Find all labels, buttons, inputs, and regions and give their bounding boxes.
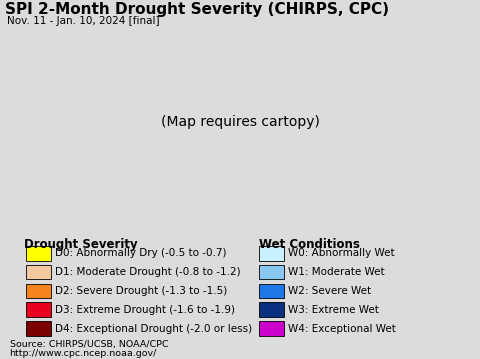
- Text: Nov. 11 - Jan. 10, 2024 [final]: Nov. 11 - Jan. 10, 2024 [final]: [7, 16, 160, 26]
- Text: W0: Abnormally Wet: W0: Abnormally Wet: [288, 248, 395, 258]
- Text: Drought Severity: Drought Severity: [24, 238, 138, 251]
- Text: W2: Severe Wet: W2: Severe Wet: [288, 286, 371, 296]
- Text: D0: Abnormally Dry (-0.5 to -0.7): D0: Abnormally Dry (-0.5 to -0.7): [55, 248, 227, 258]
- Bar: [26, 246, 51, 261]
- Text: W1: Moderate Wet: W1: Moderate Wet: [288, 267, 384, 277]
- Bar: [26, 265, 51, 279]
- Text: W4: Exceptional Wet: W4: Exceptional Wet: [288, 324, 396, 334]
- Bar: [26, 284, 51, 298]
- Bar: [26, 321, 51, 336]
- Bar: [259, 303, 284, 317]
- Text: D2: Severe Drought (-1.3 to -1.5): D2: Severe Drought (-1.3 to -1.5): [55, 286, 228, 296]
- Text: SPI 2-Month Drought Severity (CHIRPS, CPC): SPI 2-Month Drought Severity (CHIRPS, CP…: [5, 2, 389, 17]
- Text: Wet Conditions: Wet Conditions: [259, 238, 360, 251]
- Text: Source: CHIRPS/UCSB, NOAA/CPC: Source: CHIRPS/UCSB, NOAA/CPC: [10, 340, 168, 349]
- Text: http://www.cpc.ncep.noaa.gov/: http://www.cpc.ncep.noaa.gov/: [10, 349, 157, 358]
- Text: D4: Exceptional Drought (-2.0 or less): D4: Exceptional Drought (-2.0 or less): [55, 324, 252, 334]
- Text: W3: Extreme Wet: W3: Extreme Wet: [288, 305, 379, 315]
- Bar: [259, 246, 284, 261]
- Bar: [259, 321, 284, 336]
- Bar: [259, 284, 284, 298]
- Bar: [259, 265, 284, 279]
- Bar: [26, 303, 51, 317]
- Text: D1: Moderate Drought (-0.8 to -1.2): D1: Moderate Drought (-0.8 to -1.2): [55, 267, 241, 277]
- Text: (Map requires cartopy): (Map requires cartopy): [161, 115, 319, 129]
- Text: D3: Extreme Drought (-1.6 to -1.9): D3: Extreme Drought (-1.6 to -1.9): [55, 305, 235, 315]
